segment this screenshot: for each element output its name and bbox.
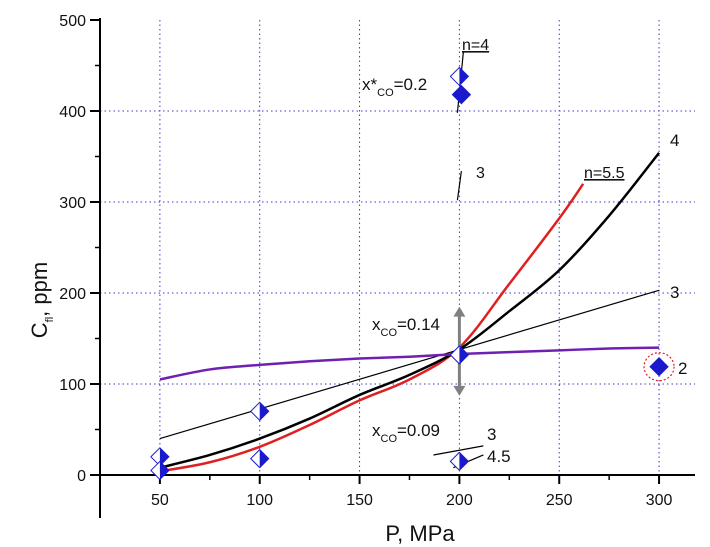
annotation-3-low: 3: [487, 425, 496, 444]
x-tick-label: 250: [546, 492, 573, 509]
diamond-half-fill: [159, 461, 169, 480]
data-point: [649, 357, 669, 377]
annotation-4: 4: [670, 131, 679, 150]
series-line-3: [159, 289, 660, 440]
y-tick-label: 400: [59, 104, 86, 121]
annotation-n55: n=5.5: [584, 165, 625, 182]
error-bar-arrow-up: [453, 306, 466, 317]
diamond-filled: [451, 84, 472, 105]
x-tick-label: 200: [446, 492, 473, 509]
highlight-circle: [643, 352, 675, 382]
annotation-xco-014: xCO=0.14: [372, 315, 440, 339]
annotation-xco-009: xCO=0.09: [372, 421, 440, 445]
y-axis: 0 100 200 300 400 500: [59, 13, 101, 518]
annotation-x-star: x*CO=0.2: [362, 75, 427, 99]
short-segment: [456, 170, 462, 201]
x-tick-label: 100: [246, 492, 273, 509]
data-point: [449, 345, 470, 365]
data-point: [250, 448, 270, 469]
error-bar-arrow-down: [453, 385, 466, 396]
y-axis-label: Cfl, ppm: [27, 262, 56, 338]
series-layer: [159, 152, 661, 473]
x-axis-label: P, MPa: [385, 521, 455, 546]
diamond-half-fill: [459, 67, 469, 86]
data-points: [150, 66, 675, 481]
x-axis: 50 100 150 200 250 300: [100, 474, 695, 509]
diamond-half-fill: [159, 447, 169, 466]
x-tick-label: 300: [646, 492, 673, 509]
x-tick-label: 50: [151, 492, 169, 509]
y-tick-label: 500: [59, 13, 86, 30]
y-tick-label: 100: [59, 377, 86, 394]
annotation-4-5: 4.5: [487, 447, 511, 466]
series-line-n55: [159, 183, 585, 473]
annotation-3-upper: 3: [476, 165, 485, 182]
data-point: [150, 460, 170, 481]
y-tick-label: 0: [77, 468, 86, 485]
data-point: [451, 84, 472, 105]
diamond-half-fill: [459, 452, 469, 471]
diamond-half-fill: [259, 449, 269, 468]
y-tick-label: 200: [59, 286, 86, 303]
short-segment: [433, 445, 484, 456]
series-line-4: [159, 152, 661, 469]
data-point: [250, 401, 270, 422]
data-point: [449, 66, 470, 87]
annotation-2: 2: [678, 359, 687, 378]
x-tick-label: 150: [346, 492, 373, 509]
diamond-half-fill: [259, 402, 269, 421]
annotation-n4: n=4: [462, 37, 489, 54]
diamond-half-fill: [459, 345, 469, 364]
annotation-3: 3: [670, 283, 679, 302]
series-line-2: [159, 346, 660, 381]
diamond-filled: [649, 357, 669, 377]
y-tick-label: 300: [59, 195, 86, 212]
data-point: [449, 451, 470, 472]
short-segments: [433, 51, 484, 469]
